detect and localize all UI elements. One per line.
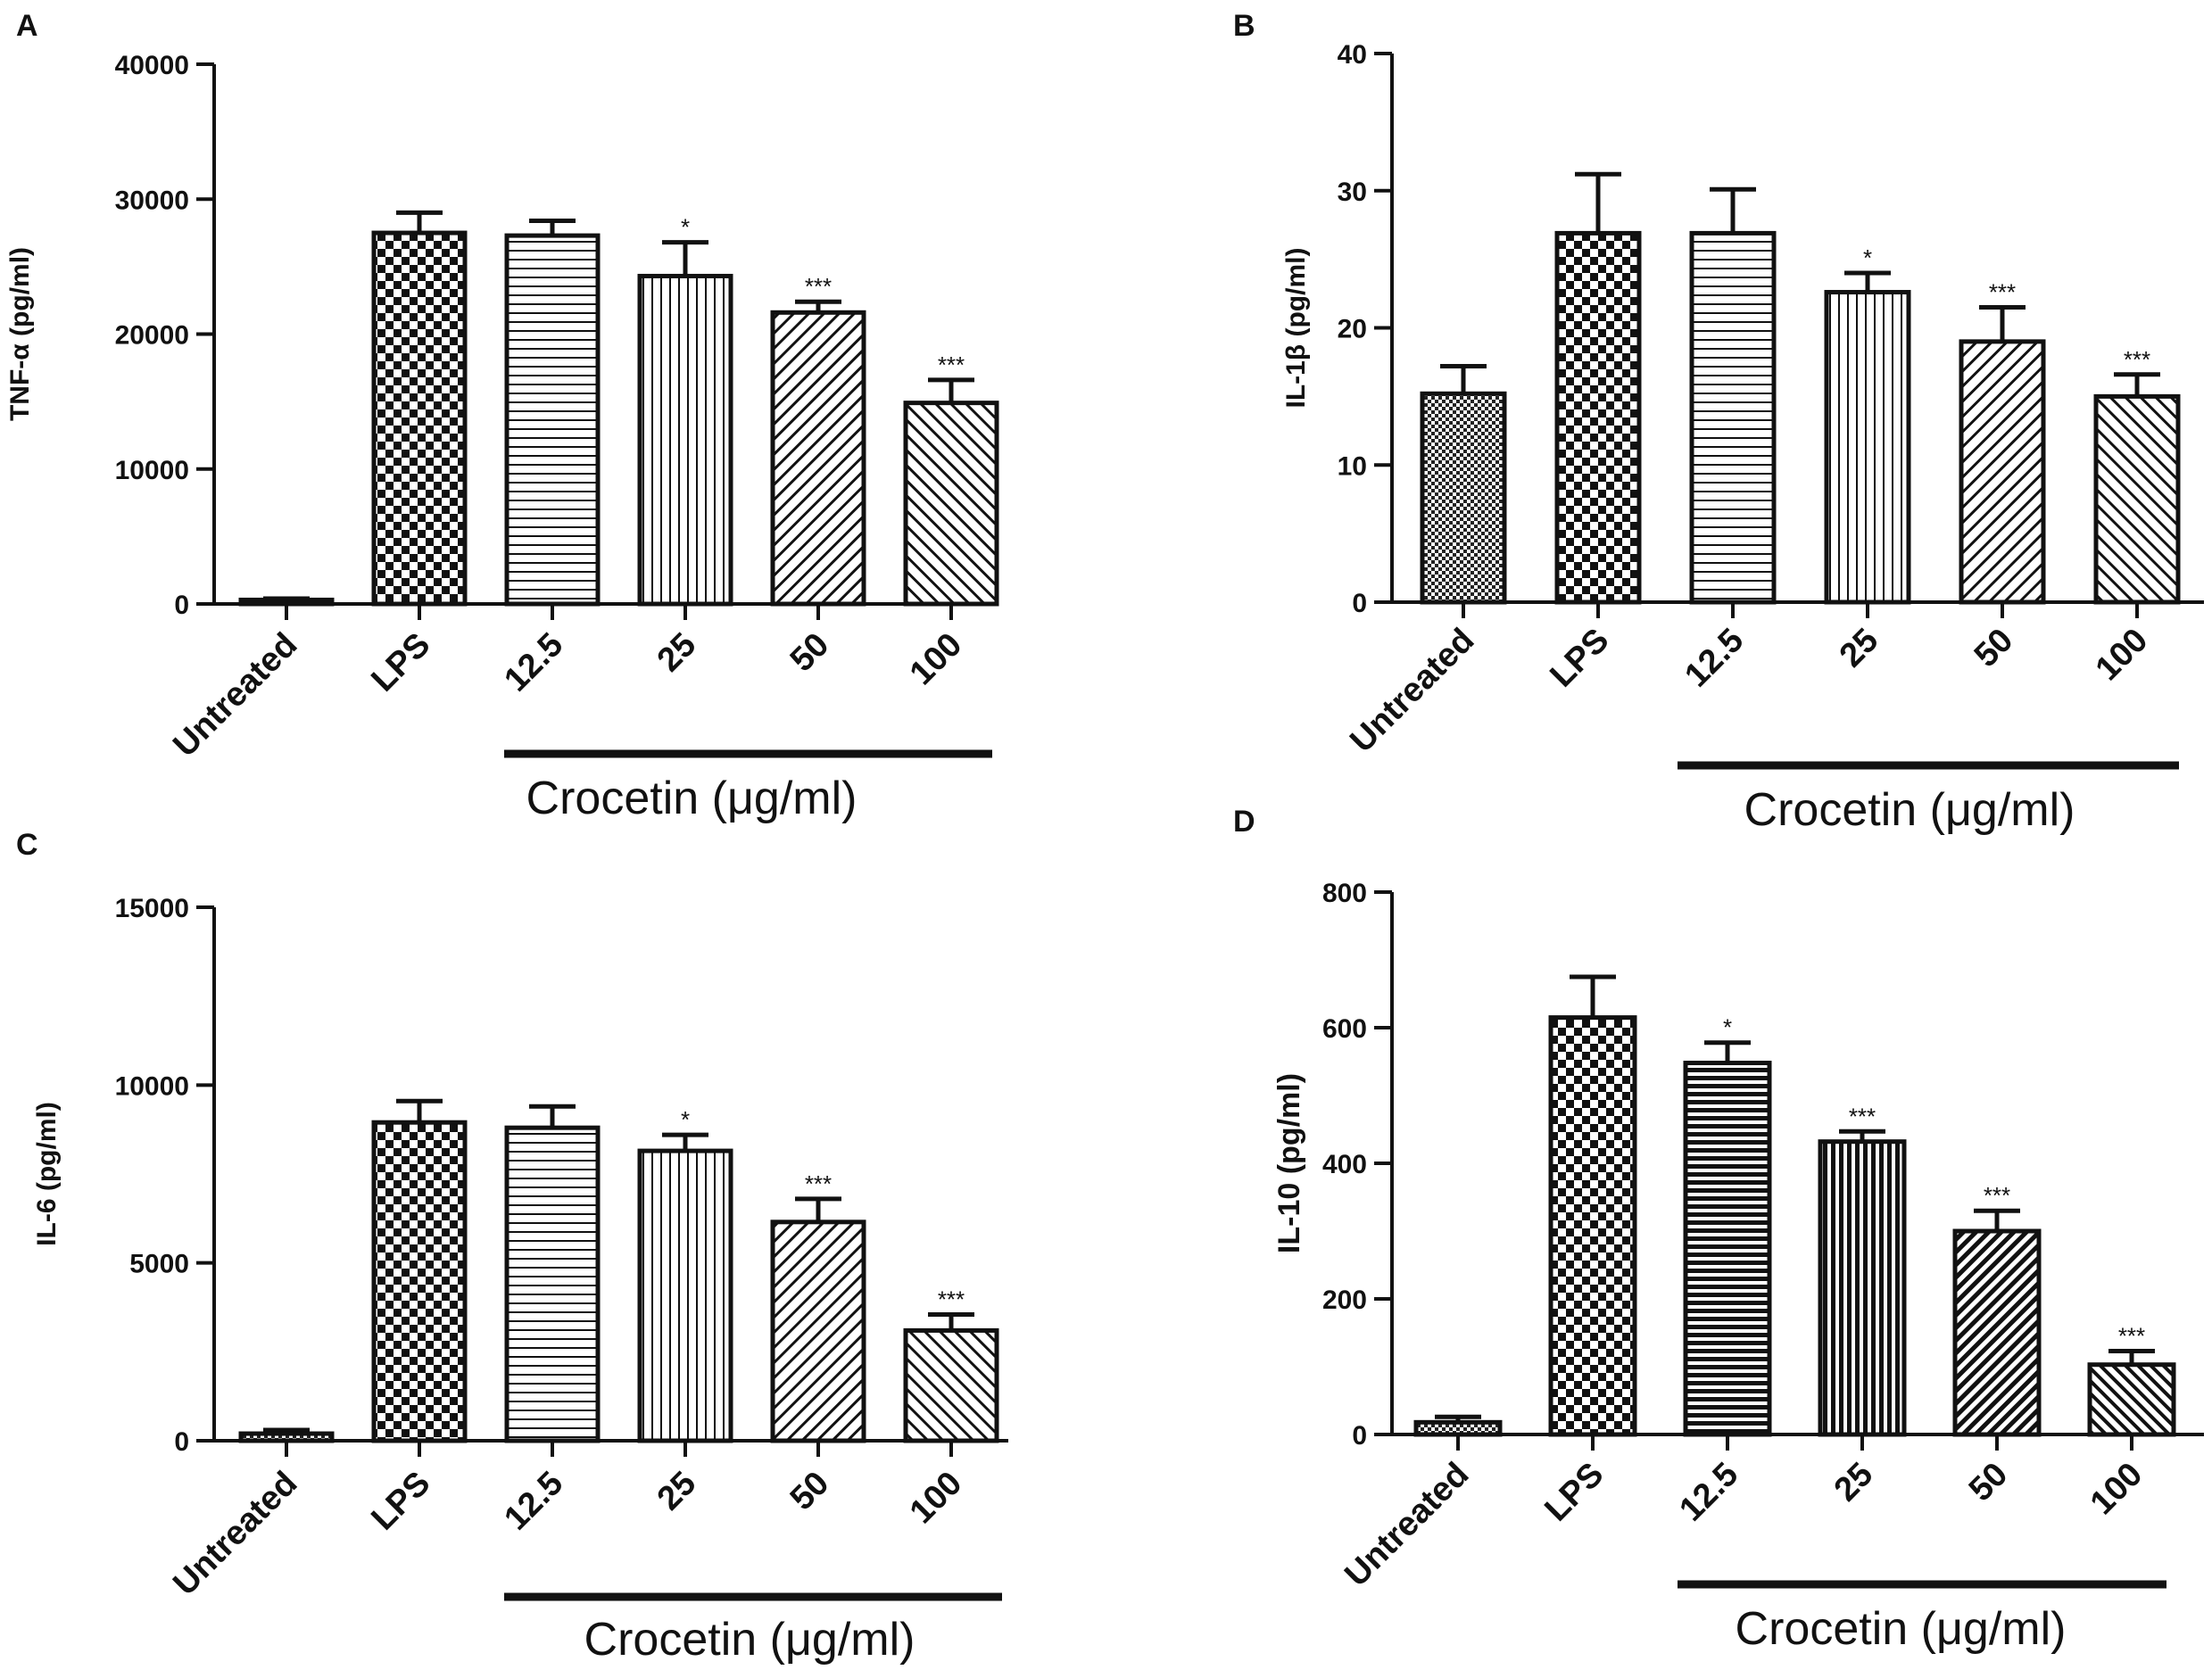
y-axis-label: IL-1β (pg/ml) (1281, 248, 1311, 409)
panel-a: A 0 10000 20000 30000 40000 TNF-α (pg/ml) Untre… (5, 9, 999, 824)
significance-label: *** (938, 351, 965, 378)
y-axis-label: IL-10 (pg/ml) (1272, 1073, 1306, 1253)
bar (1959, 339, 2046, 605)
bar (903, 1327, 999, 1443)
panel-letter: C (16, 828, 38, 862)
x-tick-label: 100 (903, 1465, 970, 1532)
bar (1824, 290, 1911, 605)
bar (1413, 1419, 1503, 1437)
bar (504, 1125, 601, 1443)
significance-label: * (681, 1106, 690, 1133)
y-tick-label: 200 (1322, 1286, 1367, 1315)
x-tick-label: LPS (364, 626, 437, 699)
significance-label: *** (1849, 1103, 1876, 1129)
y-tick-label: 20000 (115, 321, 189, 351)
significance-label: * (681, 214, 690, 241)
bar (238, 1431, 335, 1443)
x-tick-label: Untreated (1338, 1456, 1476, 1594)
significance-label: *** (938, 1286, 965, 1312)
significance-label: * (1723, 1014, 1732, 1041)
bar (238, 597, 335, 607)
x-tick-label: 12.5 (497, 626, 570, 699)
x-tick-label: 25 (650, 1465, 704, 1518)
y-tick-label: 30000 (115, 186, 189, 215)
bar (637, 1148, 733, 1443)
group-label: Crocetin (μg/ml) (526, 773, 857, 824)
y-tick-label: 0 (1352, 589, 1367, 618)
bar (371, 1120, 468, 1443)
bar (1683, 1061, 1772, 1437)
x-tick-label: 12.5 (497, 1465, 570, 1538)
x-tick-label: LPS (364, 1465, 437, 1538)
panel-letter: A (16, 9, 38, 43)
x-tick-label: 100 (2089, 622, 2156, 689)
y-tick-label: 40000 (115, 51, 189, 80)
x-tick-label: 25 (1827, 1456, 1881, 1509)
y-tick-label: 0 (174, 591, 189, 620)
significance-label: *** (1984, 1182, 2010, 1209)
bar (770, 1219, 866, 1443)
bar (903, 401, 999, 607)
x-tick-label: 100 (2084, 1456, 2150, 1523)
panel-letter: D (1233, 805, 1255, 839)
group-label: Crocetin (μg/ml) (1744, 784, 2075, 836)
x-tick-label: LPS (1537, 1456, 1611, 1529)
significance-label: *** (1989, 278, 2016, 305)
bar (770, 310, 866, 607)
bar (504, 233, 601, 607)
y-tick-label: 10000 (115, 1071, 189, 1101)
x-tick-label: 50 (783, 1465, 837, 1518)
y-axis-label: TNF-α (pg/ml) (5, 247, 35, 421)
x-tick-label: 50 (1962, 1456, 2016, 1509)
bar (2087, 1362, 2176, 1437)
y-tick-label: 600 (1322, 1014, 1367, 1044)
x-tick-label: Untreated (1343, 622, 1481, 760)
x-tick-label: 12.5 (1678, 622, 1751, 695)
bar (1548, 1015, 1637, 1437)
y-tick-label: 0 (1352, 1421, 1367, 1451)
x-tick-label: 100 (903, 626, 970, 693)
bar (2093, 393, 2181, 605)
significance-label: *** (805, 273, 832, 300)
panel-c: C 0 5000 10000 15000 IL-6 (pg/ml) Untreated LPS… (16, 828, 1008, 1666)
y-tick-label: 10000 (115, 456, 189, 485)
y-tick-label: 800 (1322, 879, 1367, 908)
significance-label: *** (2124, 346, 2150, 373)
x-tick-label: 25 (650, 626, 704, 680)
y-tick-label: 10 (1338, 451, 1367, 481)
x-tick-label: Untreated (166, 626, 304, 765)
x-tick-label: 12.5 (1672, 1456, 1745, 1529)
significance-label: *** (2118, 1323, 2145, 1350)
bar (637, 273, 733, 607)
y-tick-label: 40 (1338, 40, 1367, 70)
y-axis-label: IL-6 (pg/ml) (32, 1102, 62, 1246)
group-label: Crocetin (μg/ml) (584, 1614, 915, 1666)
bar (1554, 230, 1642, 605)
panel-d: D 0 200 400 600 800 IL-10 (pg/ml) Untreated LPS *… (1233, 805, 2204, 1655)
bar (1952, 1228, 2042, 1437)
bar (1818, 1139, 1907, 1437)
x-tick-label: 50 (783, 626, 837, 680)
group-label: Crocetin (μg/ml) (1736, 1603, 2067, 1655)
x-tick-label: Untreated (166, 1465, 304, 1603)
y-tick-label: 15000 (115, 894, 189, 923)
y-tick-label: 20 (1338, 315, 1367, 344)
x-tick-label: 50 (1968, 622, 2021, 675)
y-tick-label: 5000 (129, 1250, 189, 1279)
significance-label: *** (805, 1170, 832, 1197)
x-tick-label: LPS (1543, 622, 1616, 695)
significance-label: * (1863, 244, 1872, 271)
panel-letter: B (1233, 9, 1255, 43)
x-tick-label: 25 (1833, 622, 1886, 675)
y-tick-label: 30 (1338, 178, 1367, 207)
panel-b: B 0 10 20 30 40 IL-1β (pg/ml) Untreated LPS 12.5 *… (1233, 9, 2204, 836)
y-tick-label: 0 (174, 1427, 189, 1457)
bar (1689, 230, 1777, 605)
bar (1420, 391, 1507, 605)
y-tick-label: 400 (1322, 1150, 1367, 1179)
bar (371, 230, 468, 607)
